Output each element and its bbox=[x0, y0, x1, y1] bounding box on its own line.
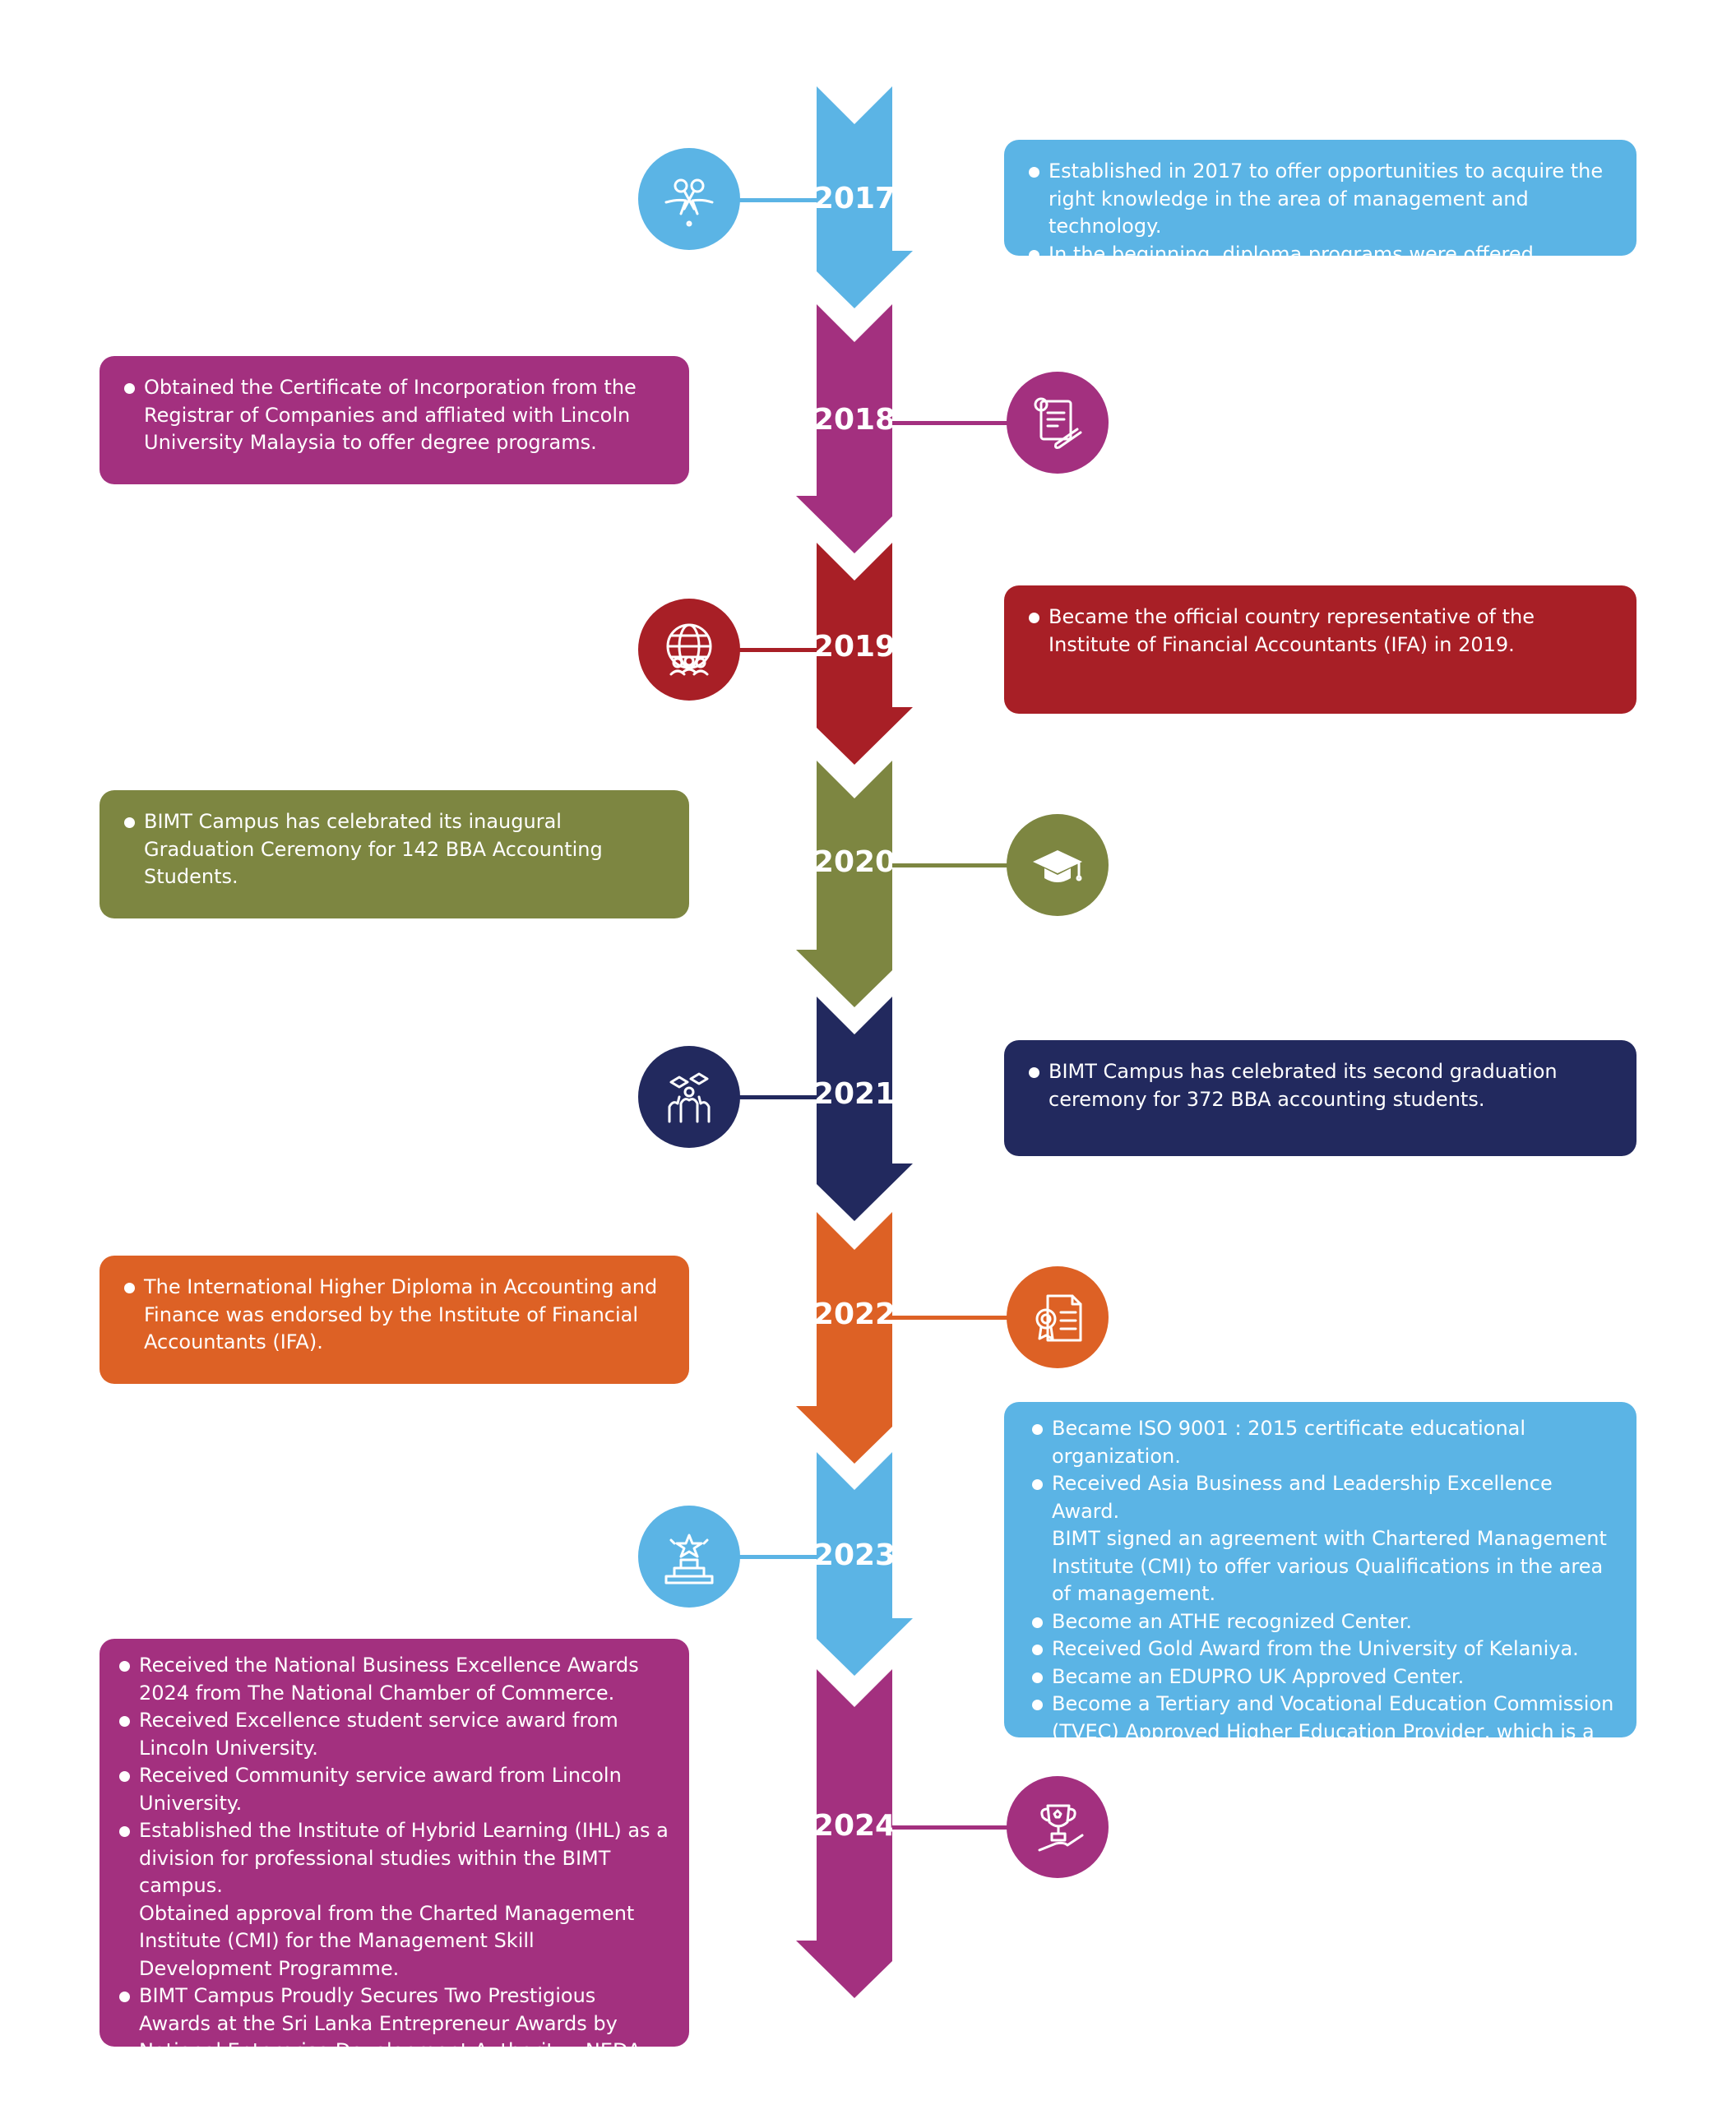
event-point: Become an ATHE recognized Center. bbox=[1032, 1608, 1617, 1636]
event-card-2019: Became the official country representati… bbox=[1004, 585, 1636, 714]
icon-badge-2018 bbox=[1007, 372, 1109, 474]
event-card-2018: Obtained the Certificate of Incorporatio… bbox=[100, 356, 689, 484]
connector-line-2019 bbox=[689, 648, 817, 652]
event-point: Obtained the Certificate of Incorporatio… bbox=[124, 374, 664, 457]
event-points-list: Became ISO 9001 : 2015 certificate educa… bbox=[1032, 1415, 1617, 1774]
year-label-2021: 2021 bbox=[812, 1077, 896, 1111]
event-card-2022: The International Higher Diploma in Acco… bbox=[100, 1256, 689, 1384]
event-point: BIMT Campus Proudly Secures Two Prestigi… bbox=[119, 1982, 673, 2066]
year-label-2019: 2019 bbox=[812, 630, 896, 664]
event-card-2021: BIMT Campus has celebrated its second gr… bbox=[1004, 1040, 1636, 1156]
arrow-segment-2019 bbox=[817, 543, 913, 765]
event-point: Become a Tertiary and Vocational Educati… bbox=[1032, 1691, 1617, 1774]
event-point: Received the National Business Excellenc… bbox=[119, 1652, 673, 1707]
connector-line-2024 bbox=[892, 1825, 1058, 1830]
arrow-segment-2021 bbox=[817, 997, 913, 1221]
connector-line-2017 bbox=[689, 198, 817, 202]
icon-badge-2017 bbox=[638, 148, 740, 250]
event-points-list: Received the National Business Excellenc… bbox=[119, 1652, 673, 2066]
event-point: Became ISO 9001 : 2015 certificate educa… bbox=[1032, 1415, 1617, 1470]
connector-line-2018 bbox=[892, 421, 1058, 425]
year-label-2018: 2018 bbox=[812, 403, 896, 437]
year-label-2023: 2023 bbox=[812, 1538, 896, 1572]
arrow-segment-2017 bbox=[817, 86, 913, 308]
event-card-2017: Established in 2017 to offer opportuniti… bbox=[1004, 140, 1636, 266]
event-point: Established in 2017 to offer opportuniti… bbox=[1029, 158, 1612, 241]
year-label-2017: 2017 bbox=[812, 182, 896, 215]
connector-line-2021 bbox=[689, 1095, 817, 1099]
icon-badge-2020 bbox=[1007, 814, 1109, 916]
arrow-segment-2024 bbox=[796, 1669, 892, 1998]
event-point: Became an EDUPRO UK Approved Center. bbox=[1032, 1663, 1617, 1691]
arrow-segment-2020 bbox=[796, 761, 892, 1007]
arrow-segment-2018 bbox=[796, 304, 892, 553]
arrow-segment-2023 bbox=[817, 1452, 913, 1676]
event-points-list: Became the official country representati… bbox=[1029, 604, 1612, 659]
year-label-2020: 2020 bbox=[812, 845, 896, 879]
event-point: Received Gold Award from the University … bbox=[1032, 1635, 1617, 1663]
icon-badge-2024 bbox=[1007, 1776, 1109, 1878]
event-points-list: The International Higher Diploma in Acco… bbox=[124, 1274, 664, 1357]
icon-badge-2023 bbox=[638, 1506, 740, 1608]
connector-line-2023 bbox=[689, 1555, 817, 1559]
event-point: Established the Institute of Hybrid Lear… bbox=[119, 1817, 673, 1900]
event-card-2023: Became ISO 9001 : 2015 certificate educa… bbox=[1004, 1402, 1636, 1770]
event-points-list: Established in 2017 to offer opportuniti… bbox=[1029, 158, 1612, 268]
event-point: BIMT signed an agreement with Chartered … bbox=[1052, 1527, 1607, 1605]
icon-badge-2022 bbox=[1007, 1266, 1109, 1368]
year-label-2024: 2024 bbox=[812, 1809, 896, 1843]
event-point: In the beginning, diploma programs were … bbox=[1029, 241, 1612, 269]
event-points-list: BIMT Campus has celebrated its inaugural… bbox=[124, 808, 664, 891]
event-point: BIMT Campus has celebrated its inaugural… bbox=[124, 808, 664, 891]
event-point: Received Asia Business and Leadership Ex… bbox=[1032, 1470, 1617, 1525]
event-card-2024: Received the National Business Excellenc… bbox=[100, 1639, 689, 2062]
icon-badge-2021 bbox=[638, 1046, 740, 1148]
event-card-2020: BIMT Campus has celebrated its inaugural… bbox=[100, 790, 689, 918]
event-point: BIMT Campus has celebrated its second gr… bbox=[1029, 1058, 1612, 1113]
connector-line-2020 bbox=[892, 863, 1058, 867]
event-points-list: Obtained the Certificate of Incorporatio… bbox=[124, 374, 664, 457]
event-point: Received Excellence student service awar… bbox=[119, 1707, 673, 1762]
connector-line-2022 bbox=[892, 1316, 1058, 1320]
event-points-list: BIMT Campus has celebrated its second gr… bbox=[1029, 1058, 1612, 1113]
year-label-2022: 2022 bbox=[812, 1298, 896, 1331]
event-point: The International Higher Diploma in Acco… bbox=[124, 1274, 664, 1357]
event-point: Received Community service award from Li… bbox=[119, 1762, 673, 1817]
icon-badge-2019 bbox=[638, 599, 740, 701]
event-point: Became the official country representati… bbox=[1029, 604, 1612, 659]
event-point: Obtained approval from the Charted Manag… bbox=[139, 1901, 635, 1980]
arrow-segment-2022 bbox=[796, 1212, 892, 1464]
